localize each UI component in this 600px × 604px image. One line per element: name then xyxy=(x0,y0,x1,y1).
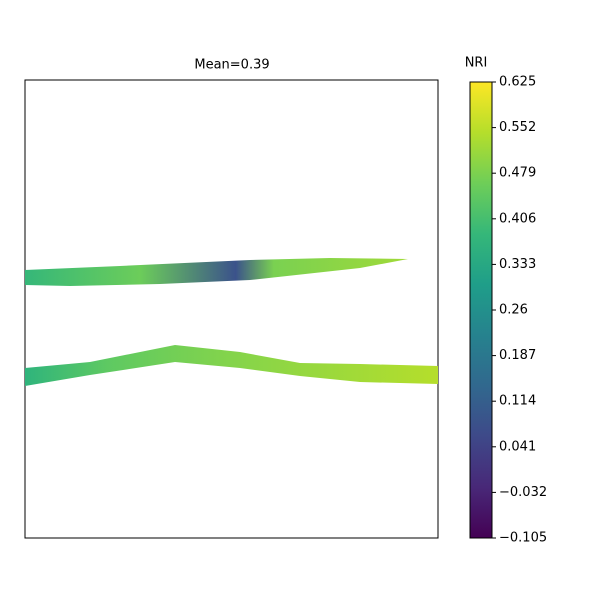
colorbar-tick-label: −0.032 xyxy=(499,485,547,500)
leaf-region xyxy=(25,258,408,286)
colorbar-tick-label: −0.105 xyxy=(499,531,547,546)
colorbar-tick-label: 0.333 xyxy=(499,257,536,272)
colorbar-tick-label: 0.041 xyxy=(499,439,536,454)
colorbar xyxy=(469,81,493,539)
colorbar-tick-label: 0.406 xyxy=(499,211,536,226)
colorbar-tick-label: 0.552 xyxy=(499,120,536,135)
plot-area xyxy=(24,79,439,539)
colorbar-tick-label: 0.114 xyxy=(499,394,536,409)
colorbar-label: NRI xyxy=(465,56,488,71)
colorbar-tick-label: 0.26 xyxy=(499,303,528,318)
colorbar-tick-label: 0.625 xyxy=(499,75,536,90)
colorbar-tick-label: 0.479 xyxy=(499,166,536,181)
colorbar-tick-label: 0.187 xyxy=(499,348,536,363)
leaf-region xyxy=(25,345,438,386)
chart-title: Mean=0.39 xyxy=(194,58,269,73)
